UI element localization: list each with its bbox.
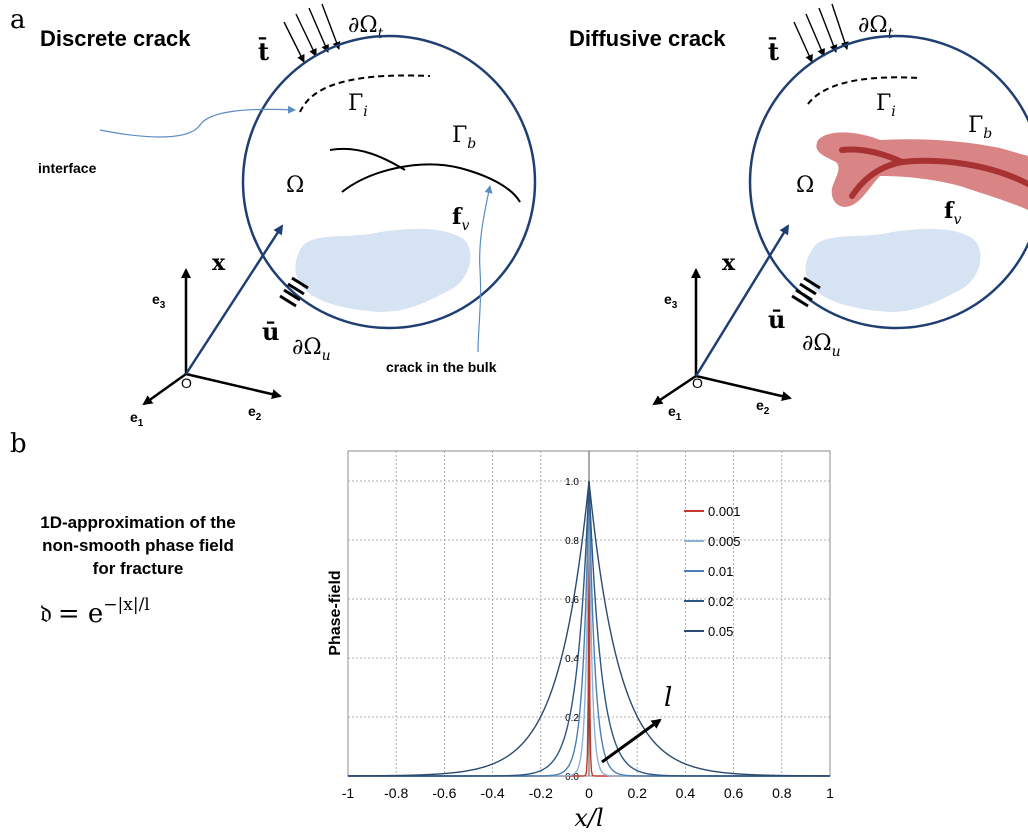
y-axis-label: Phase-field (327, 570, 344, 655)
y-tick-label: 0.8 (565, 536, 579, 547)
x-tick-label: 0.4 (676, 785, 696, 801)
gamma-b-label-right: Γb (968, 113, 992, 142)
x-tick-labels: -1 -0.8 -0.6 -0.4 -0.2 0 0.2 0.4 0.6 0.8 1 (342, 785, 834, 801)
support-hatch-right (791, 276, 821, 308)
discrete-crack-title: Discrete crack (40, 26, 191, 51)
phase-field-description: 1D-approximation of the non-smooth phase… (40, 513, 236, 629)
position-label: x (212, 250, 226, 276)
legend-label: 0.01 (708, 564, 733, 579)
traction-arrows (283, 3, 341, 63)
force-label-right: fv (944, 198, 961, 228)
gamma-b-label: Γb (452, 123, 476, 152)
e3-label-right: e3 (664, 291, 678, 311)
boundary-u-label: ∂Ωu (292, 335, 331, 364)
boundary-t-label-right: ∂Ωt (858, 13, 894, 42)
x-axis-label: x/l (574, 804, 603, 832)
y-tick-labels: 0.0 0.2 0.4 0.6 0.8 1.0 (565, 477, 579, 783)
legend-label: 0.001 (708, 504, 741, 519)
series-line-0.05 (348, 480, 830, 777)
legend-label: 0.005 (708, 534, 741, 549)
interface-pointer (99, 105, 296, 138)
displacement-symbol-right: ū (768, 305, 785, 334)
panel-b-label: b (10, 429, 27, 459)
phase-field-chart: 0.0 0.2 0.4 0.6 0.8 1.0 -1 -0.8 -0.6 -0.4 -0.2 0 0.… (327, 450, 834, 832)
diffusive-crack-diagram: Diffusive crack t̄ ∂Ωt Γi Γb Ω fv ū ∂Ωu (569, 3, 1028, 423)
boundary-t-label: ∂Ωt (348, 13, 384, 42)
position-vector (184, 224, 284, 375)
discrete-crack-diagram: Discrete crack t̄ ∂Ωt Γi Γb Ω fv interfa… (38, 3, 537, 429)
domain-circle-right (748, 34, 1028, 330)
panel-a-label: a (10, 5, 26, 35)
inclusion-blob-right (805, 228, 981, 312)
displacement-symbol: ū (262, 317, 279, 346)
x-tick-label: -0.8 (384, 785, 408, 801)
diffusive-crack-title: Diffusive crack (569, 26, 726, 51)
y-tick-label: 1.0 (565, 477, 579, 488)
x-tick-label: -0.2 (529, 785, 553, 801)
phase-field-formula: 𝔡 = e−|x|/l (40, 595, 150, 629)
interface-annotation: interface (38, 160, 97, 176)
x-tick-label: 1 (826, 785, 834, 801)
gamma-i-label: Γi (348, 91, 368, 120)
inclusion-blob (295, 228, 471, 312)
y-tick-label: 0.4 (565, 654, 579, 665)
domain-circle (241, 34, 537, 330)
crack-annotation: crack in the bulk (386, 359, 497, 375)
interface-line-right (807, 76, 921, 105)
x-tick-label: -0.6 (432, 785, 456, 801)
x-tick-label: -0.4 (481, 785, 505, 801)
e1-label: e1 (130, 409, 144, 429)
legend-label: 0.02 (708, 594, 733, 609)
crack-pointer (477, 185, 493, 353)
x-tick-label: 0 (585, 785, 593, 801)
e3-label: e3 (152, 291, 166, 311)
y-tick-label: 0.0 (565, 772, 579, 783)
origin-label: O (181, 375, 192, 391)
boundary-u-label-right: ∂Ωu (802, 331, 841, 360)
description-line-3: for fracture (93, 559, 184, 578)
bulk-crack (341, 163, 521, 203)
x-tick-label: -1 (342, 785, 355, 801)
coordinate-system (142, 224, 284, 406)
e2-label-right: e2 (756, 397, 770, 417)
l-arrow-label: l (664, 683, 672, 713)
coordinate-system-right (652, 224, 792, 406)
chart-legend: 0.001 0.005 0.01 0.02 0.05 (684, 504, 741, 639)
chart-series (348, 480, 830, 777)
omega-label: Ω (286, 173, 304, 198)
x-tick-label: 0.2 (627, 785, 647, 801)
crack-core-branch (849, 159, 905, 199)
l-increase-arrow (601, 718, 662, 764)
y-tick-label: 0.2 (565, 713, 579, 724)
x-tick-label: 0.8 (772, 785, 792, 801)
traction-arrows-right (793, 3, 849, 63)
interface-line (299, 74, 431, 113)
traction-symbol-right: t̄ (768, 37, 779, 66)
position-label-right: x (722, 250, 736, 276)
description-line-1: 1D-approximation of the (40, 513, 236, 532)
support-hatch (279, 276, 309, 308)
traction-symbol: t̄ (258, 37, 269, 66)
origin-label-right: O (692, 375, 703, 391)
omega-label-right: Ω (796, 173, 814, 198)
force-label: fv (452, 204, 469, 234)
position-vector-right (694, 224, 790, 377)
crack-core (839, 146, 1028, 187)
x-tick-label: 0.6 (724, 785, 744, 801)
e1-label-right: e1 (668, 403, 682, 423)
gamma-i-label-right: Γi (876, 91, 896, 120)
legend-label: 0.05 (708, 624, 733, 639)
y-tick-label: 0.6 (565, 595, 579, 606)
e2-label: e2 (248, 403, 262, 423)
description-line-2: non-smooth phase field (42, 536, 234, 555)
bulk-crack-branch (329, 148, 406, 171)
